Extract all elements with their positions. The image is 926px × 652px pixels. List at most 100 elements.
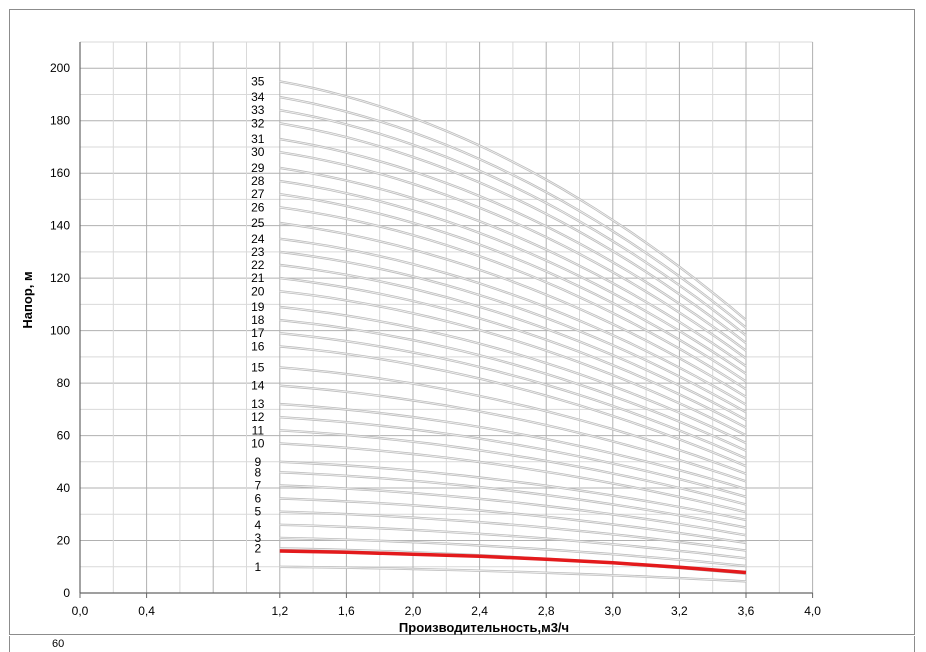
curve-label: 13 — [251, 397, 265, 411]
x-tick-label: 2,4 — [471, 604, 488, 618]
stage-curve-highlight — [279, 485, 747, 536]
curve-label: 10 — [251, 436, 265, 450]
y-tick-label: 0 — [63, 586, 70, 600]
curve-label: 35 — [251, 74, 265, 88]
curve-label: 1 — [254, 560, 261, 574]
stage-curve-highlight — [279, 222, 747, 398]
curve-label: 7 — [254, 478, 261, 492]
y-tick-label: 80 — [57, 376, 71, 390]
y-tick-label: 20 — [57, 534, 71, 548]
curve-label: 29 — [251, 161, 265, 175]
curve-label: 20 — [251, 284, 265, 298]
curve-label: 15 — [251, 360, 265, 374]
x-tick-label: 3,0 — [604, 604, 621, 618]
stage-curve-highlight — [279, 332, 747, 459]
stage-curve-highlight — [279, 81, 747, 321]
y-tick-label: 60 — [57, 429, 71, 443]
stage-curve-highlight — [279, 151, 747, 359]
stage-curve-highlight — [279, 367, 747, 475]
y-tick-label: 180 — [50, 114, 70, 128]
curve-label: 12 — [251, 410, 265, 424]
curve-label: 19 — [251, 300, 265, 314]
curve-labels: 1234567891011121314151617181920212223242… — [251, 74, 265, 573]
stage-curve-highlight — [279, 403, 747, 490]
stage-curve-highlight — [279, 498, 747, 544]
curve-label: 31 — [251, 132, 265, 146]
curve-label: 24 — [251, 232, 265, 246]
curve-label: 4 — [254, 518, 261, 532]
curve-label: 21 — [251, 271, 265, 285]
stage-curve-highlight — [279, 471, 747, 528]
y-axis-title: Напор, м — [20, 271, 35, 328]
stage-curve-highlight — [279, 277, 747, 428]
stage-curve-highlight — [279, 180, 747, 375]
stage-curve-highlight — [279, 306, 747, 444]
curve-label: 18 — [251, 313, 265, 327]
stage-curve-highlight — [279, 461, 747, 521]
stage-curve-highlight — [279, 524, 747, 559]
stage-curve-highlight — [279, 385, 747, 482]
curves — [279, 80, 747, 583]
stage-curve-highlight — [279, 319, 747, 452]
curve-label: 11 — [252, 423, 265, 437]
y-tick-label: 100 — [50, 324, 70, 338]
footer-strip: 60 — [9, 636, 915, 652]
curve-label: 6 — [254, 492, 261, 506]
stage-curve-highlight — [279, 511, 747, 551]
stage-curve-highlight — [279, 193, 747, 382]
curve-label: 5 — [254, 505, 261, 519]
x-axis-title: Производительность,м3/ч — [399, 620, 569, 635]
y-tick-label: 140 — [50, 219, 70, 233]
stage-curve-highlight — [279, 238, 747, 405]
stage-curve-highlight — [279, 96, 747, 329]
x-tick-label: 0,0 — [72, 604, 89, 618]
curve-label: 28 — [251, 174, 265, 188]
curve-label: 23 — [251, 245, 265, 259]
x-tick-label: 1,6 — [338, 604, 355, 618]
x-tick-label: 0,4 — [138, 604, 155, 618]
curve-label: 25 — [251, 216, 265, 230]
highlight-curve — [279, 549, 747, 575]
curve-label: 14 — [251, 379, 265, 393]
curve-label: 34 — [251, 90, 265, 104]
curve-label: 17 — [251, 326, 265, 340]
stage-curve-highlight — [279, 122, 747, 344]
x-tick-label: 4,0 — [804, 604, 821, 618]
highlight-curve-layer — [279, 549, 747, 575]
stage-curve-highlight — [279, 566, 747, 582]
stage-curve-highlight — [279, 346, 747, 467]
curve-label: 33 — [251, 103, 265, 117]
curve-label: 30 — [251, 145, 265, 159]
x-tick-label: 3,2 — [671, 604, 688, 618]
y-tick-label: 40 — [57, 481, 71, 495]
stage-curve-highlight — [279, 416, 747, 498]
x-tick-label: 2,0 — [405, 604, 422, 618]
x-tick-label: 2,8 — [538, 604, 555, 618]
y-tick-label: 160 — [50, 166, 70, 180]
curve-label: 32 — [251, 116, 265, 130]
curve-label: 2 — [254, 541, 261, 555]
curve-label: 9 — [254, 455, 261, 469]
stage-curve-highlight — [279, 251, 747, 413]
stage-curve-highlight — [279, 138, 747, 352]
stage-curve-highlight — [279, 206, 747, 390]
curve-label: 27 — [251, 187, 265, 201]
stage-curve-highlight — [279, 264, 747, 421]
chart-frame: 0 20 40 60 80 100 120 140 160 180 200 0,0 0,4 1,2 1,6 2… — [9, 9, 915, 635]
stage-curve-highlight — [279, 109, 747, 336]
y-tick-label: 120 — [50, 271, 70, 285]
curve-label: 16 — [251, 339, 265, 353]
footer-text: 60 — [52, 638, 65, 650]
stage-curve-highlight — [279, 290, 747, 436]
curve-label: 22 — [251, 258, 265, 272]
x-tick-label: 1,2 — [271, 604, 288, 618]
stage-curve-highlight — [279, 537, 747, 567]
curve-label: 8 — [254, 465, 261, 479]
curve-label: 26 — [251, 200, 265, 214]
curve-label: 3 — [254, 531, 261, 545]
x-tick-label: 3,6 — [738, 604, 755, 618]
stage-curve-highlight — [279, 429, 747, 505]
y-tick-label: 200 — [50, 61, 70, 75]
